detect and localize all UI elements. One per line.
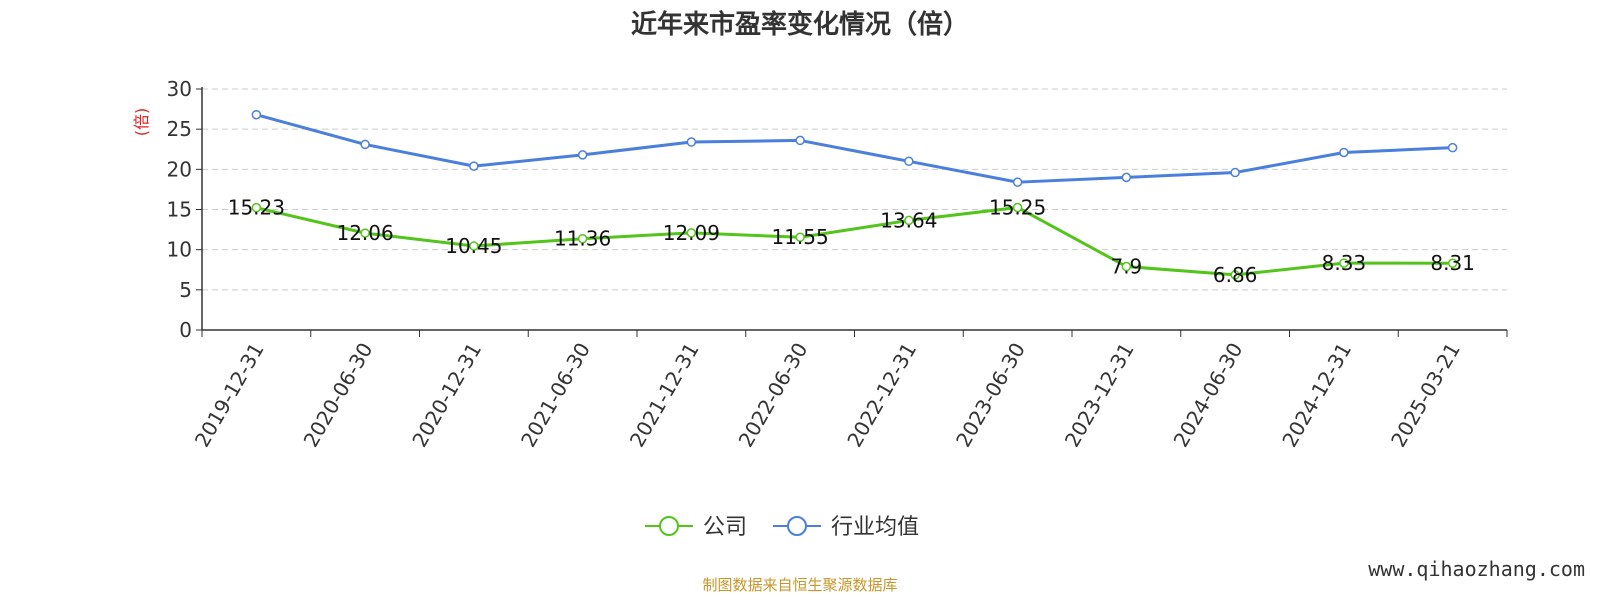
data-label: 11.36: [554, 227, 611, 251]
data-point: [1339, 147, 1349, 158]
y-axis: 0 5 10 15 20 25 30: [167, 77, 203, 342]
data-point: [904, 215, 914, 226]
source-note: 制图数据来自恒生聚源数据库: [702, 576, 897, 594]
legend-label: 行业均值: [831, 515, 919, 540]
y-tick-label: 10: [167, 238, 192, 262]
data-point: [1012, 202, 1023, 213]
data-point: [469, 241, 479, 251]
y-axis-label: (倍): [132, 108, 151, 137]
data-label: 12.09: [663, 221, 720, 245]
y-tick-label: 30: [167, 77, 192, 101]
data-point: [795, 232, 805, 242]
y-tick-label: 5: [179, 278, 192, 302]
data-point: [686, 228, 697, 238]
data-point: [1012, 177, 1023, 187]
data-point: [1121, 172, 1132, 183]
series-line-1: [255, 113, 1453, 184]
data-label: 15.23: [228, 196, 285, 220]
x-tick-label: 2024-06-30: [1169, 339, 1248, 452]
data-label: 8.31: [1430, 251, 1475, 275]
data-point: [577, 150, 588, 160]
legend-item-0[interactable]: 公司: [645, 515, 747, 540]
data-point: [1230, 167, 1240, 178]
x-tick-label: 2023-12-31: [1060, 339, 1139, 452]
data-label: 6.86: [1213, 263, 1258, 287]
x-tick-label: 2023-06-30: [951, 339, 1030, 452]
watermark: www.qihaozhang.com: [1368, 557, 1585, 581]
data-point: [1447, 258, 1458, 268]
legend-marker: [659, 516, 679, 536]
y-tick-label: 20: [167, 157, 192, 181]
x-tick-label: 2020-06-30: [299, 339, 378, 452]
data-point: [795, 135, 805, 146]
data-point: [251, 202, 262, 213]
x-tick-label: 2021-06-30: [516, 339, 595, 452]
legend-label: 公司: [703, 515, 747, 540]
data-label: 10.45: [445, 234, 502, 258]
y-tick-label: 0: [179, 318, 192, 342]
x-tick-label: 2024-12-31: [1277, 339, 1356, 452]
data-point: [904, 156, 914, 167]
chart-title: 近年来市盈率变化情况（倍）: [631, 9, 969, 40]
data-point: [360, 139, 370, 150]
data-point: [1230, 270, 1240, 280]
legend-item-1[interactable]: 行业均值: [773, 515, 919, 540]
series-line-0: [256, 205, 1453, 277]
x-tick-label: 2019-12-31: [190, 339, 269, 452]
data-point: [1121, 261, 1132, 272]
x-axis: 2019-12-31 2020-06-30 2020-12-31 2021-06-30…: [190, 329, 1508, 452]
grid-lines: [202, 88, 1507, 291]
data-label: 11.55: [771, 225, 828, 249]
data-point: [469, 161, 479, 171]
data-point: [1447, 142, 1458, 153]
data-label: 12.06: [336, 221, 393, 245]
x-tick-label: 2022-06-30: [734, 339, 813, 452]
data-point: [251, 109, 262, 120]
data-point: [686, 137, 697, 147]
data-point: [577, 233, 588, 244]
data-point: [1339, 258, 1349, 268]
data-label: 7.9: [1110, 255, 1142, 279]
data-point: [360, 228, 370, 238]
data-label: 15.25: [989, 195, 1046, 219]
data-labels: 15.23 12.06 10.45 11.36 12.09 11.55 13.64 15.25…: [228, 195, 1475, 286]
data-label: 8.33: [1322, 251, 1367, 275]
series-group: [251, 109, 1458, 280]
legend[interactable]: 公司 行业均值: [645, 515, 919, 540]
x-tick-label: 2022-12-31: [842, 339, 921, 452]
y-tick-label: 25: [167, 117, 192, 141]
data-label: 13.64: [880, 208, 937, 232]
x-tick-label: 2020-12-31: [407, 339, 486, 452]
x-tick-label: 2021-12-31: [625, 339, 704, 452]
legend-marker: [787, 516, 807, 536]
y-tick-label: 15: [167, 198, 192, 222]
x-tick-label: 2025-03-21: [1386, 339, 1465, 452]
